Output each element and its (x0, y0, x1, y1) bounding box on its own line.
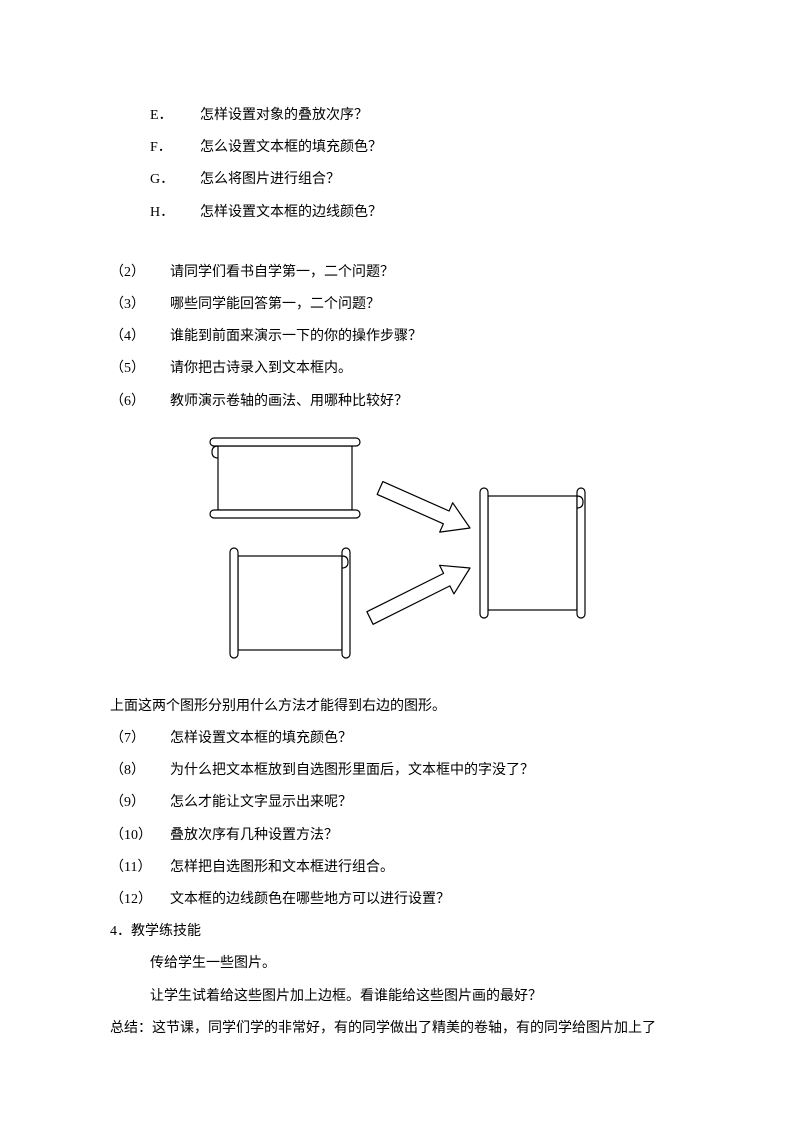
numbered-text: 哪些同学能回答第一，二个问题？ (170, 289, 380, 321)
numbered-text: 文本框的边线颜色在哪些地方可以进行设置？ (170, 884, 450, 916)
numbered-item: （9）怎么才能让文字显示出来呢？ (110, 787, 690, 819)
letter-label: E． (150, 100, 200, 132)
letter-text: 怎么设置文本框的填充颜色？ (200, 132, 382, 164)
section-4-body-line: 让学生试着给这些图片加上边框。看谁能给这些图片画的最好？ (110, 981, 690, 1013)
numbered-item: （11）怎样把自选图形和文本框进行组合。 (110, 852, 690, 884)
letter-text: 怎样设置文本框的边线颜色？ (200, 197, 382, 229)
numbered-item: （10）叠放次序有几种设置方法？ (110, 820, 690, 852)
numbered-text: 怎么才能让文字显示出来呢？ (170, 787, 352, 819)
numbered-label: （6） (110, 386, 170, 418)
numbered-text: 叠放次序有几种设置方法？ (170, 820, 338, 852)
numbered-text: 谁能到前面来演示一下的你的操作步骤？ (170, 321, 422, 353)
numbered-label: （11） (110, 852, 170, 884)
numbered-item: （5）请你把古诗录入到文本框内。 (110, 353, 690, 385)
section-4-title: 4．教学练技能 (110, 916, 690, 948)
numbered-text: 教师演示卷轴的画法、用哪种比较好？ (170, 386, 408, 418)
numbered-label: （4） (110, 321, 170, 353)
numbered-label: （8） (110, 755, 170, 787)
numbered-label: （10） (110, 820, 170, 852)
numbered-label: （2） (110, 257, 170, 289)
mid-paragraph: 上面这两个图形分别用什么方法才能得到右边的图形。 (110, 691, 690, 723)
numbered-item: （3）哪些同学能回答第一，二个问题？ (110, 289, 690, 321)
section-4-body-line: 传给学生一些图片。 (110, 948, 690, 980)
numbered-label: （9） (110, 787, 170, 819)
numbered-item: （4）谁能到前面来演示一下的你的操作步骤？ (110, 321, 690, 353)
letter-label: G． (150, 164, 200, 196)
numbered-text: 怎样设置文本框的填充颜色？ (170, 723, 352, 755)
letter-item: H．怎样设置文本框的边线颜色？ (110, 197, 690, 229)
letter-text: 怎样设置对象的叠放次序？ (200, 100, 368, 132)
numbered-item: （6）教师演示卷轴的画法、用哪种比较好？ (110, 386, 690, 418)
numbered-text: 怎样把自选图形和文本框进行组合。 (170, 852, 394, 884)
letter-label: H． (150, 197, 200, 229)
summary-paragraph: 总结：这节课，同学们学的非常好，有的同学做出了精美的卷轴，有的同学给图片加上了 (110, 1013, 690, 1045)
letter-text: 怎么将图片进行组合？ (200, 164, 340, 196)
letter-item: E．怎样设置对象的叠放次序？ (110, 100, 690, 132)
numbered-text: 请你把古诗录入到文本框内。 (170, 353, 352, 385)
numbered-text: 为什么把文本框放到自选图形里面后，文本框中的字没了？ (170, 755, 534, 787)
numbered-item: （2）请同学们看书自学第一，二个问题？ (110, 257, 690, 289)
letter-label: F． (150, 132, 200, 164)
numbered-label: （3） (110, 289, 170, 321)
numbered-text: 请同学们看书自学第一，二个问题？ (170, 257, 394, 289)
letter-item: G．怎么将图片进行组合？ (110, 164, 690, 196)
letter-item: F．怎么设置文本框的填充颜色？ (110, 132, 690, 164)
numbered-item: （8）为什么把文本框放到自选图形里面后，文本框中的字没了？ (110, 755, 690, 787)
numbered-item: （7）怎样设置文本框的填充颜色？ (110, 723, 690, 755)
numbered-label: （5） (110, 353, 170, 385)
numbered-label: （7） (110, 723, 170, 755)
scroll-diagram (170, 428, 690, 681)
numbered-label: （12） (110, 884, 170, 916)
numbered-item: （12）文本框的边线颜色在哪些地方可以进行设置？ (110, 884, 690, 916)
